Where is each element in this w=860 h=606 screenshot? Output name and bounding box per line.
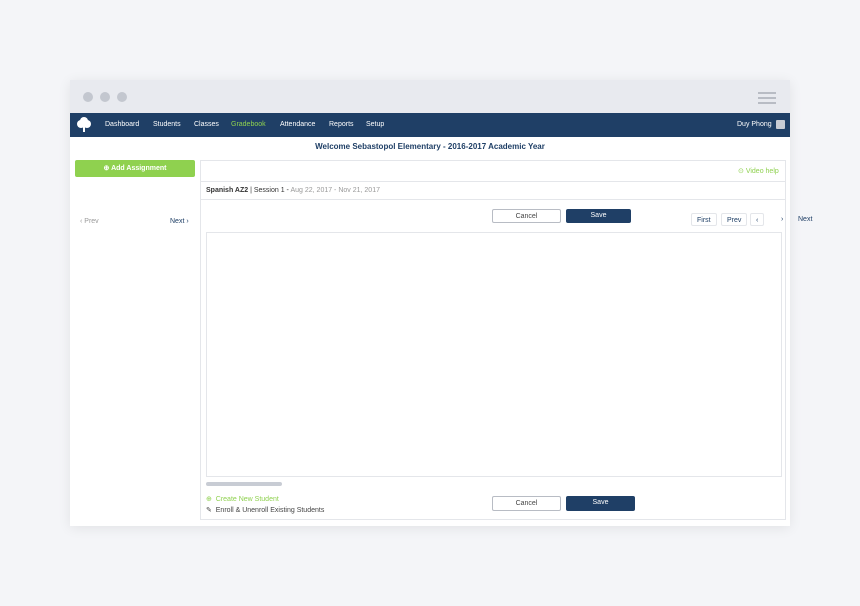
window-dot xyxy=(100,92,110,102)
video-help-label: Video help xyxy=(745,168,779,175)
enroll-students[interactable]: ✎ Enroll & Unenroll Existing Students xyxy=(206,507,325,514)
user-dropdown[interactable] xyxy=(776,120,785,129)
welcome-title: Welcome Sebastopol Elementary - 2016-201… xyxy=(315,142,545,151)
nav-bar: Dashboard Students Classes Gradebook Attenda… xyxy=(70,113,790,137)
prev-label: Prev xyxy=(84,218,99,225)
grade-table-wrap xyxy=(206,232,782,477)
main-panel: ⊙ Video help Spanish AZ2 | Session 1 - A… xyxy=(200,160,812,520)
nav-item[interactable]: Classes xyxy=(194,121,219,128)
create-student[interactable]: ⊕ Create New Student xyxy=(206,496,279,503)
window-dot xyxy=(117,92,127,102)
nav-item[interactable]: Students xyxy=(153,121,181,128)
cancel-button[interactable]: Cancel xyxy=(492,209,561,223)
window-dot xyxy=(83,92,93,102)
next-label: Next xyxy=(170,218,185,225)
enroll-label: Enroll & Unenroll Existing Students xyxy=(215,507,325,514)
session-name: Session 1 - xyxy=(253,187,289,194)
class-name: Spanish AZ2 xyxy=(206,187,249,194)
prev-link[interactable]: ‹ Prev xyxy=(80,218,99,225)
user-name[interactable]: Duy Phong xyxy=(737,121,772,128)
tab-divider xyxy=(201,181,785,182)
menu-icon[interactable] xyxy=(758,92,776,104)
scrollbar[interactable] xyxy=(206,482,282,486)
nav-item[interactable]: Gradebook xyxy=(231,121,266,128)
add-assignment-label: Add Assignment xyxy=(111,165,167,172)
sidebar: ⊕ Add Assignment ‹ Prev Next › xyxy=(75,160,196,526)
separator: | xyxy=(250,187,252,194)
nav-item[interactable]: Setup xyxy=(366,121,385,128)
nav-item[interactable]: Dashboard xyxy=(105,121,140,128)
session-divider xyxy=(201,199,785,200)
create-student-label: Create New Student xyxy=(215,496,279,503)
save-button[interactable]: Save xyxy=(566,496,635,511)
pager-next[interactable]: Next xyxy=(798,216,813,223)
nav-item[interactable]: Reports xyxy=(329,121,354,128)
pager-back[interactable]: ‹ xyxy=(750,213,765,226)
next-link[interactable]: Next › xyxy=(170,218,189,225)
save-button[interactable]: Save xyxy=(566,209,631,223)
session-info: Spanish AZ2 | Session 1 - Aug 22, 2017 -… xyxy=(206,187,380,194)
logo[interactable] xyxy=(76,117,92,133)
session-dates: Aug 22, 2017 - Nov 21, 2017 xyxy=(290,187,380,194)
pager-prev[interactable]: Prev xyxy=(721,213,748,226)
title-bar xyxy=(70,80,790,113)
cancel-button[interactable]: Cancel xyxy=(492,496,561,511)
nav-item[interactable]: Attendance xyxy=(280,121,316,128)
add-assignment-button[interactable]: ⊕ Add Assignment xyxy=(75,160,195,177)
video-help[interactable]: ⊙ Video help xyxy=(738,168,779,175)
pager-forward[interactable]: › xyxy=(781,216,784,223)
app-window: Dashboard Students Classes Gradebook Attenda… xyxy=(70,80,812,526)
pager-first[interactable]: First xyxy=(691,213,717,226)
